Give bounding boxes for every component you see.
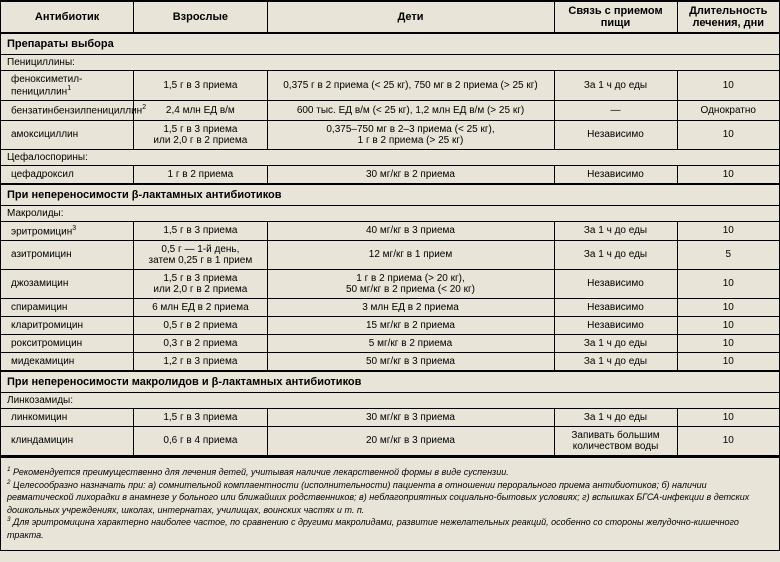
cell-duration: 10 <box>677 221 780 240</box>
cell-antibiotic: спирамицин <box>1 298 134 316</box>
cell-adults: 1,5 г в 3 приема <box>134 71 267 101</box>
cell-adults: 0,5 г — 1-й день,затем 0,25 г в 1 прием <box>134 240 267 269</box>
cell-children: 30 мг/кг в 2 приема <box>267 165 554 184</box>
cell-adults: 1,5 г в 3 приема <box>134 221 267 240</box>
cell-children: 5 мг/кг в 2 приема <box>267 334 554 352</box>
footnote: 2 Целесообразно назначать при: а) сомнит… <box>7 479 773 517</box>
cell-food: За 1 ч до еды <box>554 334 677 352</box>
cell-children: 3 млн ЕД в 2 приема <box>267 298 554 316</box>
col-antibiotic: Антибиотик <box>1 1 134 33</box>
table-row: амоксициллин1,5 г в 3 приемаили 2,0 г в … <box>1 120 780 149</box>
footnote: 3 Для эритромицина характерно наиболее ч… <box>7 516 773 541</box>
cell-antibiotic: амоксициллин <box>1 120 134 149</box>
cell-food: За 1 ч до еды <box>554 408 677 426</box>
group-row: Цефалоспорины: <box>1 149 780 165</box>
cell-antibiotic: джозамицин <box>1 269 134 298</box>
cell-children: 40 мг/кг в 3 приема <box>267 221 554 240</box>
cell-duration: 10 <box>677 316 780 334</box>
table-row: спирамицин6 млн ЕД в 2 приема3 млн ЕД в … <box>1 298 780 316</box>
cell-duration: 10 <box>677 165 780 184</box>
cell-duration: Однократно <box>677 101 780 120</box>
group-row: Макролиды: <box>1 205 780 221</box>
cell-antibiotic: мидекамицин <box>1 352 134 371</box>
table-row: кларитромицин0,5 г в 2 приема15 мг/кг в … <box>1 316 780 334</box>
cell-food: — <box>554 101 677 120</box>
cell-children: 50 мг/кг в 3 приема <box>267 352 554 371</box>
cell-adults: 2,4 млн ЕД в/м <box>134 101 267 120</box>
table-row: эритромицин31,5 г в 3 приема40 мг/кг в 3… <box>1 221 780 240</box>
cell-food: За 1 ч до еды <box>554 221 677 240</box>
cell-food: За 1 ч до еды <box>554 352 677 371</box>
cell-food: Независимо <box>554 316 677 334</box>
col-adults: Взрослые <box>134 1 267 33</box>
table-row: цефадроксил1 г в 2 приема30 мг/кг в 2 пр… <box>1 165 780 184</box>
table-row: джозамицин1,5 г в 3 приемаили 2,0 г в 2 … <box>1 269 780 298</box>
cell-adults: 1 г в 2 приема <box>134 165 267 184</box>
cell-adults: 1,2 г в 3 приема <box>134 352 267 371</box>
cell-adults: 1,5 г в 3 приемаили 2,0 г в 2 приема <box>134 269 267 298</box>
cell-food: Запивать большим количеством воды <box>554 426 677 455</box>
cell-antibiotic: бензатинбензилпенициллин2 <box>1 101 134 120</box>
cell-adults: 0,6 г в 4 приема <box>134 426 267 455</box>
table-row: рокситромицин0,3 г в 2 приема5 мг/кг в 2… <box>1 334 780 352</box>
cell-children: 30 мг/кг в 3 приема <box>267 408 554 426</box>
cell-food: Независимо <box>554 298 677 316</box>
antibiotics-table: Антибиотик Взрослые Дети Связь с приемом… <box>0 0 780 456</box>
section-row: При непереносимости макролидов и β-лакта… <box>1 371 780 393</box>
cell-adults: 0,5 г в 2 приема <box>134 316 267 334</box>
cell-antibiotic: клиндамицин <box>1 426 134 455</box>
cell-duration: 10 <box>677 352 780 371</box>
header-row: Антибиотик Взрослые Дети Связь с приемом… <box>1 1 780 33</box>
cell-children: 20 мг/кг в 3 приема <box>267 426 554 455</box>
cell-duration: 10 <box>677 334 780 352</box>
table-row: бензатинбензилпенициллин22,4 млн ЕД в/м6… <box>1 101 780 120</box>
cell-duration: 10 <box>677 269 780 298</box>
cell-food: За 1 ч до еды <box>554 71 677 101</box>
cell-antibiotic: эритромицин3 <box>1 221 134 240</box>
cell-duration: 10 <box>677 298 780 316</box>
cell-duration: 10 <box>677 120 780 149</box>
cell-duration: 10 <box>677 426 780 455</box>
cell-food: Независимо <box>554 165 677 184</box>
cell-antibiotic: рокситромицин <box>1 334 134 352</box>
cell-food: Независимо <box>554 269 677 298</box>
cell-antibiotic: азитромицин <box>1 240 134 269</box>
cell-antibiotic: линкомицин <box>1 408 134 426</box>
cell-children: 600 тыс. ЕД в/м (< 25 кг), 1,2 млн ЕД в/… <box>267 101 554 120</box>
cell-adults: 1,5 г в 3 приемаили 2,0 г в 2 приема <box>134 120 267 149</box>
group-row: Пенициллины: <box>1 55 780 71</box>
group-row: Линкозамиды: <box>1 392 780 408</box>
table-row: клиндамицин0,6 г в 4 приема20 мг/кг в 3 … <box>1 426 780 455</box>
cell-duration: 10 <box>677 71 780 101</box>
section-row: Препараты выбора <box>1 33 780 55</box>
cell-adults: 0,3 г в 2 приема <box>134 334 267 352</box>
cell-duration: 5 <box>677 240 780 269</box>
cell-children: 0,375 г в 2 приема (< 25 кг), 750 мг в 2… <box>267 71 554 101</box>
cell-antibiotic: феноксиметил-пенициллин1 <box>1 71 134 101</box>
cell-antibiotic: кларитромицин <box>1 316 134 334</box>
footnotes: 1 Рекомендуется преимущественно для лече… <box>0 456 780 551</box>
cell-antibiotic: цефадроксил <box>1 165 134 184</box>
table-row: феноксиметил-пенициллин11,5 г в 3 приема… <box>1 71 780 101</box>
col-food: Связь с приемом пищи <box>554 1 677 33</box>
cell-children: 0,375–750 мг в 2–3 приема (< 25 кг),1 г … <box>267 120 554 149</box>
col-children: Дети <box>267 1 554 33</box>
cell-children: 12 мг/кг в 1 прием <box>267 240 554 269</box>
cell-food: За 1 ч до еды <box>554 240 677 269</box>
footnote: 1 Рекомендуется преимущественно для лече… <box>7 466 773 479</box>
cell-duration: 10 <box>677 408 780 426</box>
cell-children: 1 г в 2 приема (> 20 кг),50 мг/кг в 2 пр… <box>267 269 554 298</box>
table-row: азитромицин0,5 г — 1-й день,затем 0,25 г… <box>1 240 780 269</box>
section-row: При непереносимости β-лактамных антибиот… <box>1 184 780 206</box>
cell-food: Независимо <box>554 120 677 149</box>
cell-adults: 6 млн ЕД в 2 приема <box>134 298 267 316</box>
col-duration: Длительность лечения, дни <box>677 1 780 33</box>
table-row: мидекамицин1,2 г в 3 приема50 мг/кг в 3 … <box>1 352 780 371</box>
cell-adults: 1,5 г в 3 приема <box>134 408 267 426</box>
cell-children: 15 мг/кг в 2 приема <box>267 316 554 334</box>
table-row: линкомицин1,5 г в 3 приема30 мг/кг в 3 п… <box>1 408 780 426</box>
